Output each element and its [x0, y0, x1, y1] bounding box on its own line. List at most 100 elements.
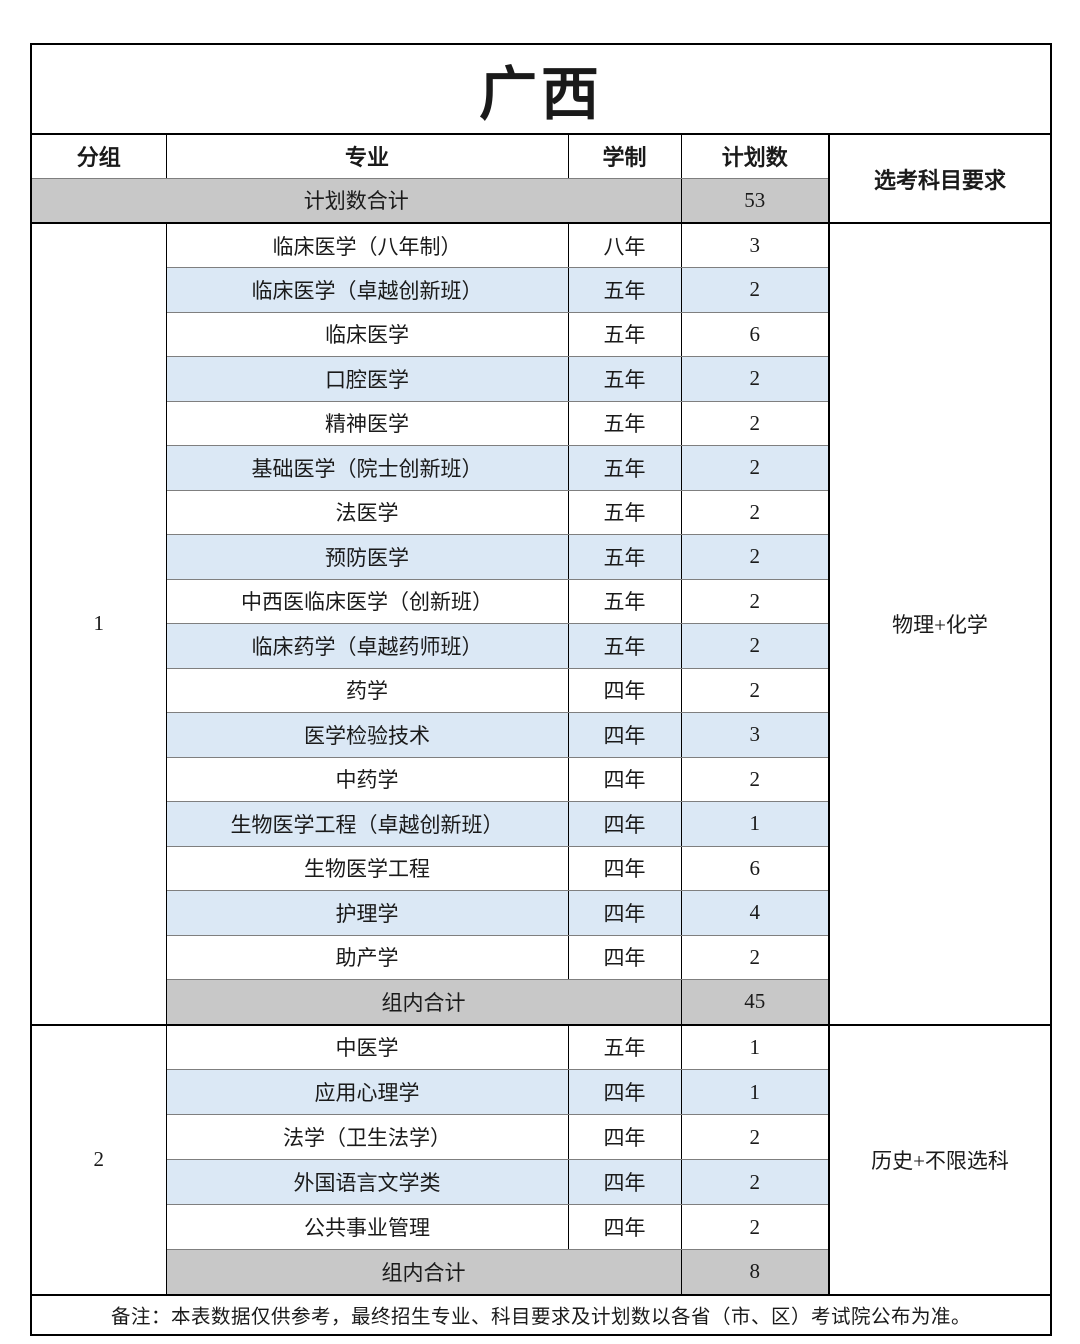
- grand-total-value: 53: [680, 177, 830, 224]
- group-2-id: 2: [30, 1023, 167, 1295]
- plan-row: 护理学 四年 4: [31, 890, 1051, 936]
- major-cell: 精神医学: [165, 400, 569, 446]
- count-cell: 3: [680, 712, 830, 758]
- column-header-major: 专业: [165, 133, 569, 179]
- count-cell: 2: [680, 534, 830, 580]
- count-cell: 2: [680, 1114, 830, 1160]
- column-header-count: 计划数: [680, 133, 830, 179]
- duration-cell: 四年: [567, 890, 682, 936]
- page-title: 广西: [30, 43, 1052, 135]
- column-header-subject: 选考科目要求: [827, 133, 1052, 224]
- count-cell: 2: [680, 489, 830, 535]
- major-cell: 预防医学: [165, 534, 569, 580]
- plan-row: 中药学 四年 2: [31, 756, 1051, 802]
- plan-row: 公共事业管理 四年 2: [31, 1204, 1051, 1250]
- duration-cell: 五年: [567, 489, 682, 535]
- column-header-group: 分组: [30, 133, 167, 179]
- plan-row: 生物医学工程（卓越创新班） 四年 1: [31, 801, 1051, 847]
- subtotal-label: 组内合计: [165, 979, 682, 1025]
- plan-row: 应用心理学 四年 1: [31, 1069, 1051, 1115]
- count-cell: 2: [680, 445, 830, 491]
- plan-row: 口腔医学 五年 2: [31, 356, 1051, 402]
- count-cell: 2: [680, 756, 830, 802]
- duration-cell: 五年: [567, 400, 682, 446]
- count-cell: 2: [680, 623, 830, 669]
- duration-cell: 四年: [567, 756, 682, 802]
- major-cell: 临床药学（卓越药师班）: [165, 623, 569, 669]
- count-cell: 1: [680, 1069, 830, 1115]
- duration-cell: 八年: [567, 222, 682, 268]
- major-cell: 基础医学（院士创新班）: [165, 445, 569, 491]
- count-cell: 3: [680, 222, 830, 268]
- duration-cell: 四年: [567, 845, 682, 891]
- plan-row: 中西医临床医学（创新班） 五年 2: [31, 578, 1051, 624]
- count-cell: 2: [680, 667, 830, 713]
- duration-cell: 四年: [567, 1069, 682, 1115]
- major-cell: 法医学: [165, 489, 569, 535]
- group-2-subtotal-row: 组内合计 8: [31, 1249, 1051, 1295]
- group-1-subject: 物理+化学: [827, 222, 1052, 1025]
- duration-cell: 五年: [567, 356, 682, 402]
- grand-total-row: 计划数合计 53: [30, 177, 1051, 224]
- duration-cell: 五年: [567, 1023, 682, 1070]
- plan-row: 临床药学（卓越药师班） 五年 2: [31, 623, 1051, 669]
- major-cell: 药学: [165, 667, 569, 713]
- plan-row: 法医学 五年 2: [31, 489, 1051, 535]
- duration-cell: 五年: [567, 578, 682, 624]
- major-cell: 中医学: [165, 1023, 569, 1070]
- subtotal-value: 8: [680, 1249, 830, 1295]
- duration-cell: 四年: [567, 1159, 682, 1205]
- duration-cell: 五年: [567, 311, 682, 357]
- duration-cell: 四年: [567, 712, 682, 758]
- plan-row: 精神医学 五年 2: [31, 400, 1051, 446]
- major-cell: 助产学: [165, 934, 569, 980]
- grand-total-label: 计划数合计: [30, 177, 682, 224]
- plan-row: 生物医学工程 四年 6: [31, 845, 1051, 891]
- count-cell: 6: [680, 845, 830, 891]
- title-row: 广西: [30, 43, 1052, 135]
- count-cell: 2: [680, 267, 830, 313]
- major-cell: 中药学: [165, 756, 569, 802]
- count-cell: 1: [680, 1023, 830, 1070]
- plan-row: 外国语言文学类 四年 2: [31, 1159, 1051, 1205]
- count-cell: 4: [680, 890, 830, 936]
- plan-row: 药学 四年 2: [31, 667, 1051, 713]
- note-row: 备注：本表数据仅供参考，最终招生专业、科目要求及计划数以各省（市、区）考试院公布…: [30, 1293, 1052, 1335]
- admission-plan-table: 广西 分组 专业 学制 计划数 选考科目要求 计划数合计 53 1 临床医学（八…: [30, 43, 1053, 1336]
- count-cell: 2: [680, 1204, 830, 1250]
- plan-row: 1 临床医学（八年制） 八年 3 物理+化学: [30, 222, 1052, 1025]
- count-cell: 1: [680, 801, 830, 847]
- header-row: 分组 专业 学制 计划数 选考科目要求: [30, 133, 1052, 224]
- major-cell: 公共事业管理: [165, 1204, 569, 1250]
- duration-cell: 五年: [567, 267, 682, 313]
- duration-cell: 四年: [567, 801, 682, 847]
- major-cell: 临床医学（八年制）: [165, 222, 569, 268]
- count-cell: 2: [680, 400, 830, 446]
- plan-row: 临床医学（卓越创新班） 五年 2: [31, 267, 1051, 313]
- major-cell: 中西医临床医学（创新班）: [165, 578, 569, 624]
- subtotal-label: 组内合计: [165, 1249, 682, 1295]
- group-2-subject: 历史+不限选科: [827, 1023, 1052, 1295]
- major-cell: 应用心理学: [165, 1069, 569, 1115]
- group-1-id: 1: [30, 222, 167, 1025]
- major-cell: 临床医学: [165, 311, 569, 357]
- major-cell: 口腔医学: [165, 356, 569, 402]
- plan-row: 医学检验技术 四年 3: [31, 712, 1051, 758]
- count-cell: 2: [680, 578, 830, 624]
- plan-row: 基础医学（院士创新班） 五年 2: [31, 445, 1051, 491]
- count-cell: 2: [680, 356, 830, 402]
- count-cell: 2: [680, 1159, 830, 1205]
- duration-cell: 四年: [567, 1114, 682, 1160]
- duration-cell: 四年: [567, 934, 682, 980]
- duration-cell: 五年: [567, 534, 682, 580]
- plan-row: 临床医学 五年 6: [31, 311, 1051, 357]
- note: 备注：本表数据仅供参考，最终招生专业、科目要求及计划数以各省（市、区）考试院公布…: [30, 1293, 1052, 1335]
- count-cell: 2: [680, 934, 830, 980]
- major-cell: 外国语言文学类: [165, 1159, 569, 1205]
- column-header-duration: 学制: [567, 133, 682, 179]
- duration-cell: 五年: [567, 623, 682, 669]
- plan-row: 法学（卫生法学） 四年 2: [31, 1114, 1051, 1160]
- count-cell: 6: [680, 311, 830, 357]
- subtotal-value: 45: [680, 979, 830, 1025]
